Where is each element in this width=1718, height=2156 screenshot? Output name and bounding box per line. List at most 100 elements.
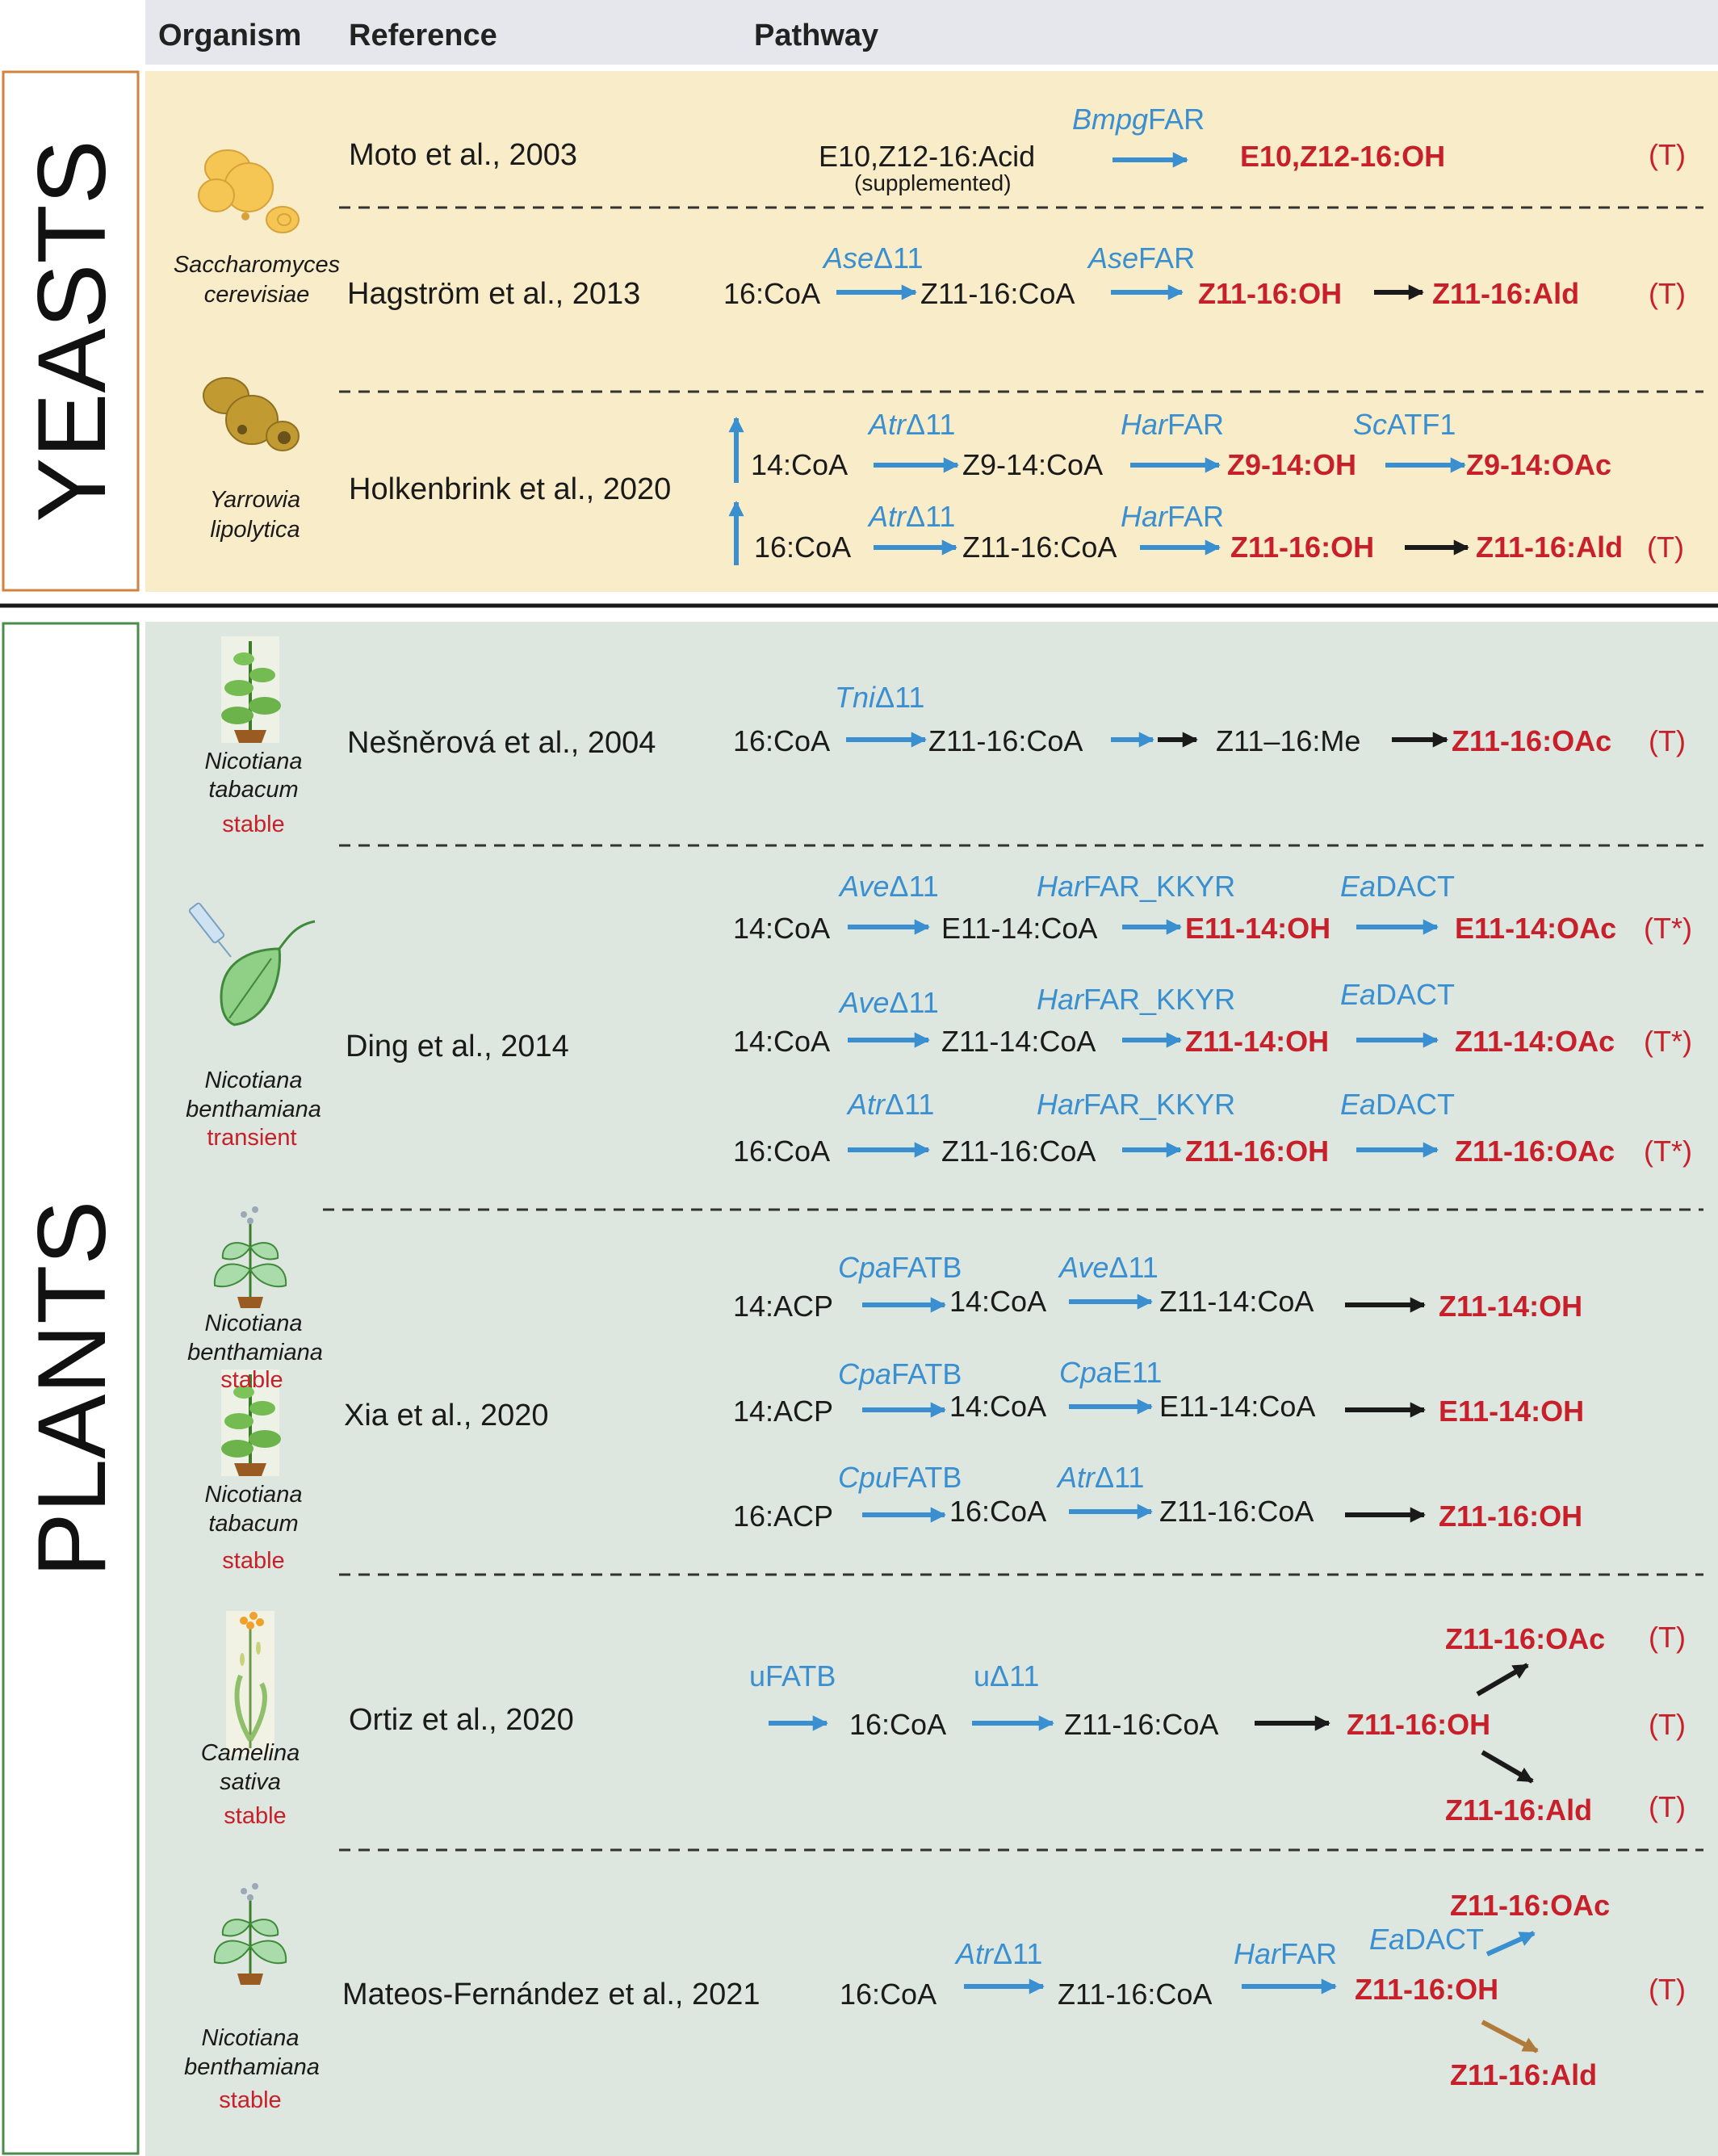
organism-name: cerevisiae — [204, 282, 310, 308]
product: Z11-16:OH — [1355, 1973, 1498, 2006]
product: Z11-16:OH — [1198, 277, 1342, 310]
product: Z11-16:OAc — [1452, 724, 1611, 757]
substrate: 16:CoA — [754, 531, 851, 564]
header-reference: Reference — [349, 19, 497, 52]
organism-name: Nicotiana — [205, 1482, 303, 1508]
intermediate: 16:CoA — [949, 1495, 1046, 1528]
transgenic-tag: (T) — [1649, 724, 1686, 757]
enzyme-label: HarFAR_KKYR — [1037, 870, 1235, 903]
transgenic-tag: (T) — [1649, 1973, 1686, 2006]
organism-name: Nicotiana — [205, 749, 303, 774]
intermediate: Z11-14:CoA — [1159, 1285, 1314, 1318]
enzyme-label: AveΔ11 — [838, 986, 939, 1019]
organism-name: Nicotiana — [205, 1068, 303, 1093]
enzyme-label: BmpgFAR — [1072, 103, 1205, 136]
transgenic-tag: (T*) — [1644, 1025, 1692, 1058]
transgenic-tag: (T) — [1649, 1790, 1686, 1823]
transgenic-tag: (T) — [1649, 1708, 1686, 1741]
enzyme-label: AveΔ11 — [1058, 1251, 1159, 1284]
product: Z11-16:OH — [1185, 1135, 1329, 1168]
product: Z11-14:OH — [1439, 1290, 1582, 1323]
benthamiana-plant-icon — [213, 1883, 287, 1985]
enzyme-label: EaDACT — [1340, 978, 1455, 1011]
organism-name: benthamiana — [184, 2054, 320, 2080]
product: Z11-16:OH — [1439, 1500, 1582, 1533]
expression-type: transient — [207, 1125, 296, 1151]
product: Z11-16:OH — [1230, 531, 1374, 564]
enzyme-label: CpaFATB — [838, 1357, 962, 1390]
organism-name: benthamiana — [186, 1097, 321, 1122]
organism-name: lipolytica — [210, 517, 300, 543]
organism-name: Yarrowia — [210, 487, 300, 513]
yeast-cells-icon — [198, 149, 300, 233]
enzyme-label: CpaE11 — [1059, 1356, 1162, 1389]
intermediate: Z11-16:CoA — [1159, 1495, 1314, 1528]
intermediate: Z9-14:CoA — [962, 448, 1103, 481]
product: E11-14:OH — [1439, 1395, 1584, 1428]
yeast-panel — [145, 71, 1718, 592]
enzyme-label: AtrΔ11 — [867, 500, 955, 533]
product: E11-14:OH — [1185, 912, 1330, 945]
substrate: 14:ACP — [733, 1290, 833, 1323]
organism-name: tabacum — [208, 1511, 298, 1537]
substrate: E10,Z12-16:Acid — [819, 140, 1035, 173]
intermediate: Z11-14:CoA — [941, 1025, 1096, 1058]
substrate: 14:ACP — [733, 1395, 833, 1428]
intermediate: Z11-16:CoA — [1058, 1978, 1212, 2011]
yarrowia-cells-icon — [203, 377, 300, 451]
plant-label-box — [2, 622, 140, 2155]
product: Z9-14:OAc — [1466, 448, 1611, 481]
product: Z11-16:OAc — [1455, 1135, 1615, 1168]
enzyme-label: AveΔ11 — [838, 870, 939, 903]
plant-panel — [145, 622, 1718, 2156]
intermediate: Z11-16:CoA — [962, 531, 1117, 564]
reference-ortiz: Ortiz et al., 2020 — [349, 1703, 574, 1737]
product: Z11-16:Ald — [1476, 531, 1623, 564]
substrate: 14:CoA — [733, 912, 830, 945]
transgenic-tag: (T) — [1649, 277, 1686, 310]
substrate: 16:CoA — [723, 277, 820, 310]
substrate: 16:CoA — [840, 1978, 937, 2011]
enzyme-label: HarFAR_KKYR — [1037, 1088, 1235, 1121]
enzyme-label: TniΔ11 — [835, 681, 924, 714]
enzyme-label: EaDACT — [1340, 1088, 1455, 1121]
expression-type: stable — [222, 1548, 284, 1574]
intermediate: Z11–16:Me — [1216, 724, 1360, 757]
substrate: 16:CoA — [733, 724, 830, 757]
enzyme-label: CpuFATB — [838, 1461, 962, 1494]
intermediate: Z11-16:CoA — [941, 1135, 1096, 1168]
product: Z11-14:OAc — [1455, 1025, 1615, 1058]
transgenic-tag: (T) — [1647, 531, 1684, 564]
intermediate: Z11-16:CoA — [920, 277, 1075, 310]
product: Z9-14:OH — [1227, 448, 1356, 481]
header-pathway: Pathway — [754, 19, 878, 52]
enzyme-label: uΔ11 — [974, 1659, 1039, 1693]
reference-ding: Ding et al., 2014 — [346, 1030, 569, 1063]
enzyme-label: AtrΔ11 — [954, 1937, 1042, 1970]
organism-name: Nicotiana — [202, 2025, 300, 2051]
intermediate: 14:CoA — [949, 1285, 1046, 1318]
enzyme-label: HarFAR — [1121, 408, 1224, 441]
enzyme-label: AseΔ11 — [822, 241, 923, 275]
reference-nesnerova: Nešněrová et al., 2004 — [347, 726, 656, 760]
camelina-plant-icon — [226, 1611, 274, 1756]
organism-name: tabacum — [208, 777, 298, 803]
enzyme-label: AtrΔ11 — [846, 1088, 934, 1121]
enzyme-label: CpaFATB — [838, 1251, 962, 1284]
plants-label: PLANTS — [18, 1201, 126, 1578]
substrate: 14:CoA — [733, 1025, 830, 1058]
pathway-arrows — [728, 152, 1539, 2053]
product: E11-14:OAc — [1455, 912, 1616, 945]
expression-type: stable — [219, 2087, 281, 2113]
reference-hagstrom: Hagström et al., 2013 — [347, 277, 640, 311]
reference-mateos: Mateos-Fernández et al., 2021 — [342, 1978, 761, 2011]
expression-type: stable — [222, 812, 284, 837]
substrate: 16:CoA — [733, 1135, 830, 1168]
transgenic-tag: (T) — [1649, 138, 1686, 171]
intermediate: E11-14:CoA — [1159, 1390, 1315, 1423]
header-organism: Organism — [158, 19, 301, 52]
product: Z11-16:OH — [1347, 1708, 1490, 1741]
product: Z11-16:Ald — [1450, 2058, 1597, 2091]
intermediate: Z11-16:CoA — [928, 724, 1083, 757]
expression-type: stable — [224, 1803, 286, 1829]
